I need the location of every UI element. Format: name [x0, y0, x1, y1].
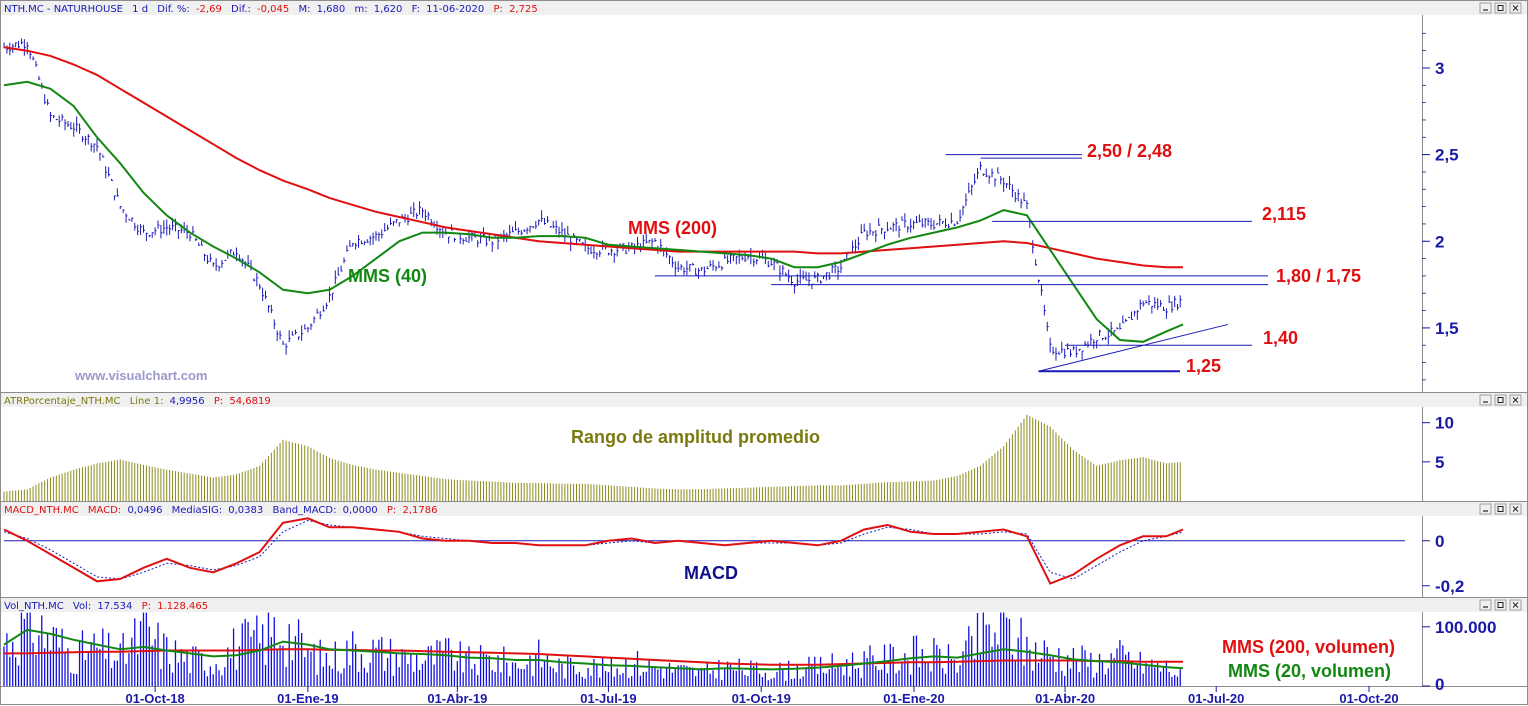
atr-price-value: 54,6819 [229, 396, 270, 407]
annotation-level-180: 1,80 / 1,75 [1276, 266, 1361, 286]
close-icon[interactable] [1509, 503, 1522, 515]
atr-panel: 10 5 [3, 414, 1454, 501]
x-tick-label: 01-Oct-20 [1339, 691, 1398, 706]
min-value: 1,620 [374, 4, 403, 15]
macd-sig-value: 0,0383 [228, 505, 263, 516]
macd-title: MACD [684, 563, 738, 583]
atr-y-tick-label: 5 [1435, 453, 1444, 472]
x-tick-label: 01-Jul-19 [580, 691, 636, 706]
ticker-name: NTH.MC - NATURHOUSE [4, 4, 123, 15]
macd-panel-header: MACD_NTH.MC MACD: 0,0496 MediaSIG: 0,038… [4, 505, 437, 516]
macd-sig-label: MediaSIG: [172, 505, 222, 516]
max-value: 1,680 [317, 4, 346, 15]
volume-price-label: P: [142, 601, 151, 612]
volume-value: 17.534 [97, 601, 132, 612]
window-buttons [1479, 2, 1522, 611]
atr-line-value: 4,9956 [170, 396, 205, 407]
volume-panel: 100.000 0 [3, 612, 1496, 694]
y-tick-label: 2 [1435, 232, 1444, 251]
atr-line-label: Line 1: [130, 396, 164, 407]
atr-title: Rango de amplitud promedio [571, 427, 820, 447]
watermark: www.visualchart.com [74, 368, 207, 383]
macd-band-label: Band_MACD: [272, 505, 336, 516]
macd-band-value: 0,0000 [343, 505, 378, 516]
price-panel: 3 2,5 2 1,5 [3, 32, 1459, 381]
volume-mms200-line [4, 648, 1183, 666]
macd-y-tick-label: 0 [1435, 532, 1444, 551]
y-tick-label: 1,5 [1435, 319, 1459, 338]
price-panel-header: NTH.MC - NATURHOUSE 1 d Dif. %: -2,69 Di… [4, 4, 538, 15]
close-icon[interactable] [1509, 599, 1522, 611]
header-strips [1, 1, 1527, 612]
period: 1 d [132, 4, 148, 15]
x-tick-label: 01-Abr-19 [427, 691, 487, 706]
mms200-line [3, 46, 1183, 269]
atr-panel-header: ATRPorcentaje_NTH.MC Line 1: 4,9956 P: 5… [4, 396, 271, 407]
atr-indicator-name: ATRPorcentaje_NTH.MC [4, 396, 121, 407]
volume-panel-header: Vol_NTH.MC Vol: 17.534 P: 1.128.465 [4, 601, 208, 612]
atr-bars [3, 414, 1181, 501]
dif-pct-label: Dif. %: [157, 4, 190, 15]
minimize-icon[interactable] [1479, 394, 1492, 406]
maximize-icon[interactable] [1494, 2, 1507, 14]
dif-label: Dif.: [231, 4, 251, 15]
price-value: 2,725 [509, 4, 538, 15]
macd-label: MACD: [88, 505, 121, 516]
minimize-icon[interactable] [1479, 599, 1492, 611]
close-icon[interactable] [1509, 394, 1522, 406]
atr-price-label: P: [214, 396, 223, 407]
x-tick-label: 01-Jul-20 [1188, 691, 1244, 706]
min-label: m: [354, 4, 367, 15]
annotation-level-125: 1,25 [1186, 356, 1221, 376]
annotation-level-2115: 2,115 [1262, 204, 1306, 224]
date-label: F: [412, 4, 420, 15]
price-series [3, 38, 1182, 361]
macd-y-tick-label: -0,2 [1435, 577, 1464, 596]
macd-panel: 0 -0,2 [3, 517, 1464, 596]
annotation-level-250: 2,50 / 2,48 [1087, 141, 1172, 161]
macd-price-value: 2,1786 [402, 505, 437, 516]
minimize-icon[interactable] [1479, 2, 1492, 14]
macd-value: 0,0496 [127, 505, 162, 516]
close-icon[interactable] [1509, 2, 1522, 14]
x-tick-label: 01-Oct-18 [125, 691, 184, 706]
volume-mms20-line [3, 628, 1184, 671]
maximize-icon[interactable] [1494, 599, 1507, 611]
dif-pct-value: -2,69 [196, 4, 222, 15]
x-tick-label: 01-Oct-19 [732, 691, 791, 706]
volume-y-tick-label: 0 [1435, 675, 1444, 694]
x-tick-label: 01-Ene-20 [883, 691, 944, 706]
volume-price-value: 1.128.465 [157, 601, 208, 612]
maximize-icon[interactable] [1494, 394, 1507, 406]
annotation-mms40: MMS (40) [348, 266, 427, 286]
volume-indicator-name: Vol_NTH.MC [4, 601, 64, 612]
maximize-icon[interactable] [1494, 503, 1507, 515]
macd-indicator-name: MACD_NTH.MC [4, 505, 79, 516]
annotation-vol-mms200: MMS (200, volumen) [1222, 637, 1395, 657]
x-tick-label: 01-Ene-19 [277, 691, 338, 706]
max-label: M: [298, 4, 310, 15]
price-label: P: [493, 4, 502, 15]
x-tick-label: 01-Abr-20 [1035, 691, 1095, 706]
annotation-mms200: MMS (200) [628, 218, 717, 238]
trendline-support [1038, 323, 1229, 372]
y-tick-label: 2,5 [1435, 146, 1459, 165]
annotation-level-140: 1,40 [1263, 328, 1298, 348]
volume-label: Vol: [73, 601, 91, 612]
macd-price-label: P: [387, 505, 396, 516]
annotation-vol-mms20: MMS (20, volumen) [1228, 661, 1391, 681]
dif-value: -0,045 [257, 4, 289, 15]
y-tick-label: 3 [1435, 59, 1444, 78]
x-axis: 01-Oct-18 01-Ene-19 01-Abr-19 01-Jul-19 01-O… [125, 686, 1399, 706]
date-value: 11-06-2020 [426, 4, 484, 15]
mms40-line [3, 80, 1184, 343]
volume-y-tick-label: 100.000 [1435, 618, 1496, 637]
minimize-icon[interactable] [1479, 503, 1492, 515]
atr-y-tick-label: 10 [1435, 414, 1454, 433]
macd-line [3, 517, 1184, 585]
